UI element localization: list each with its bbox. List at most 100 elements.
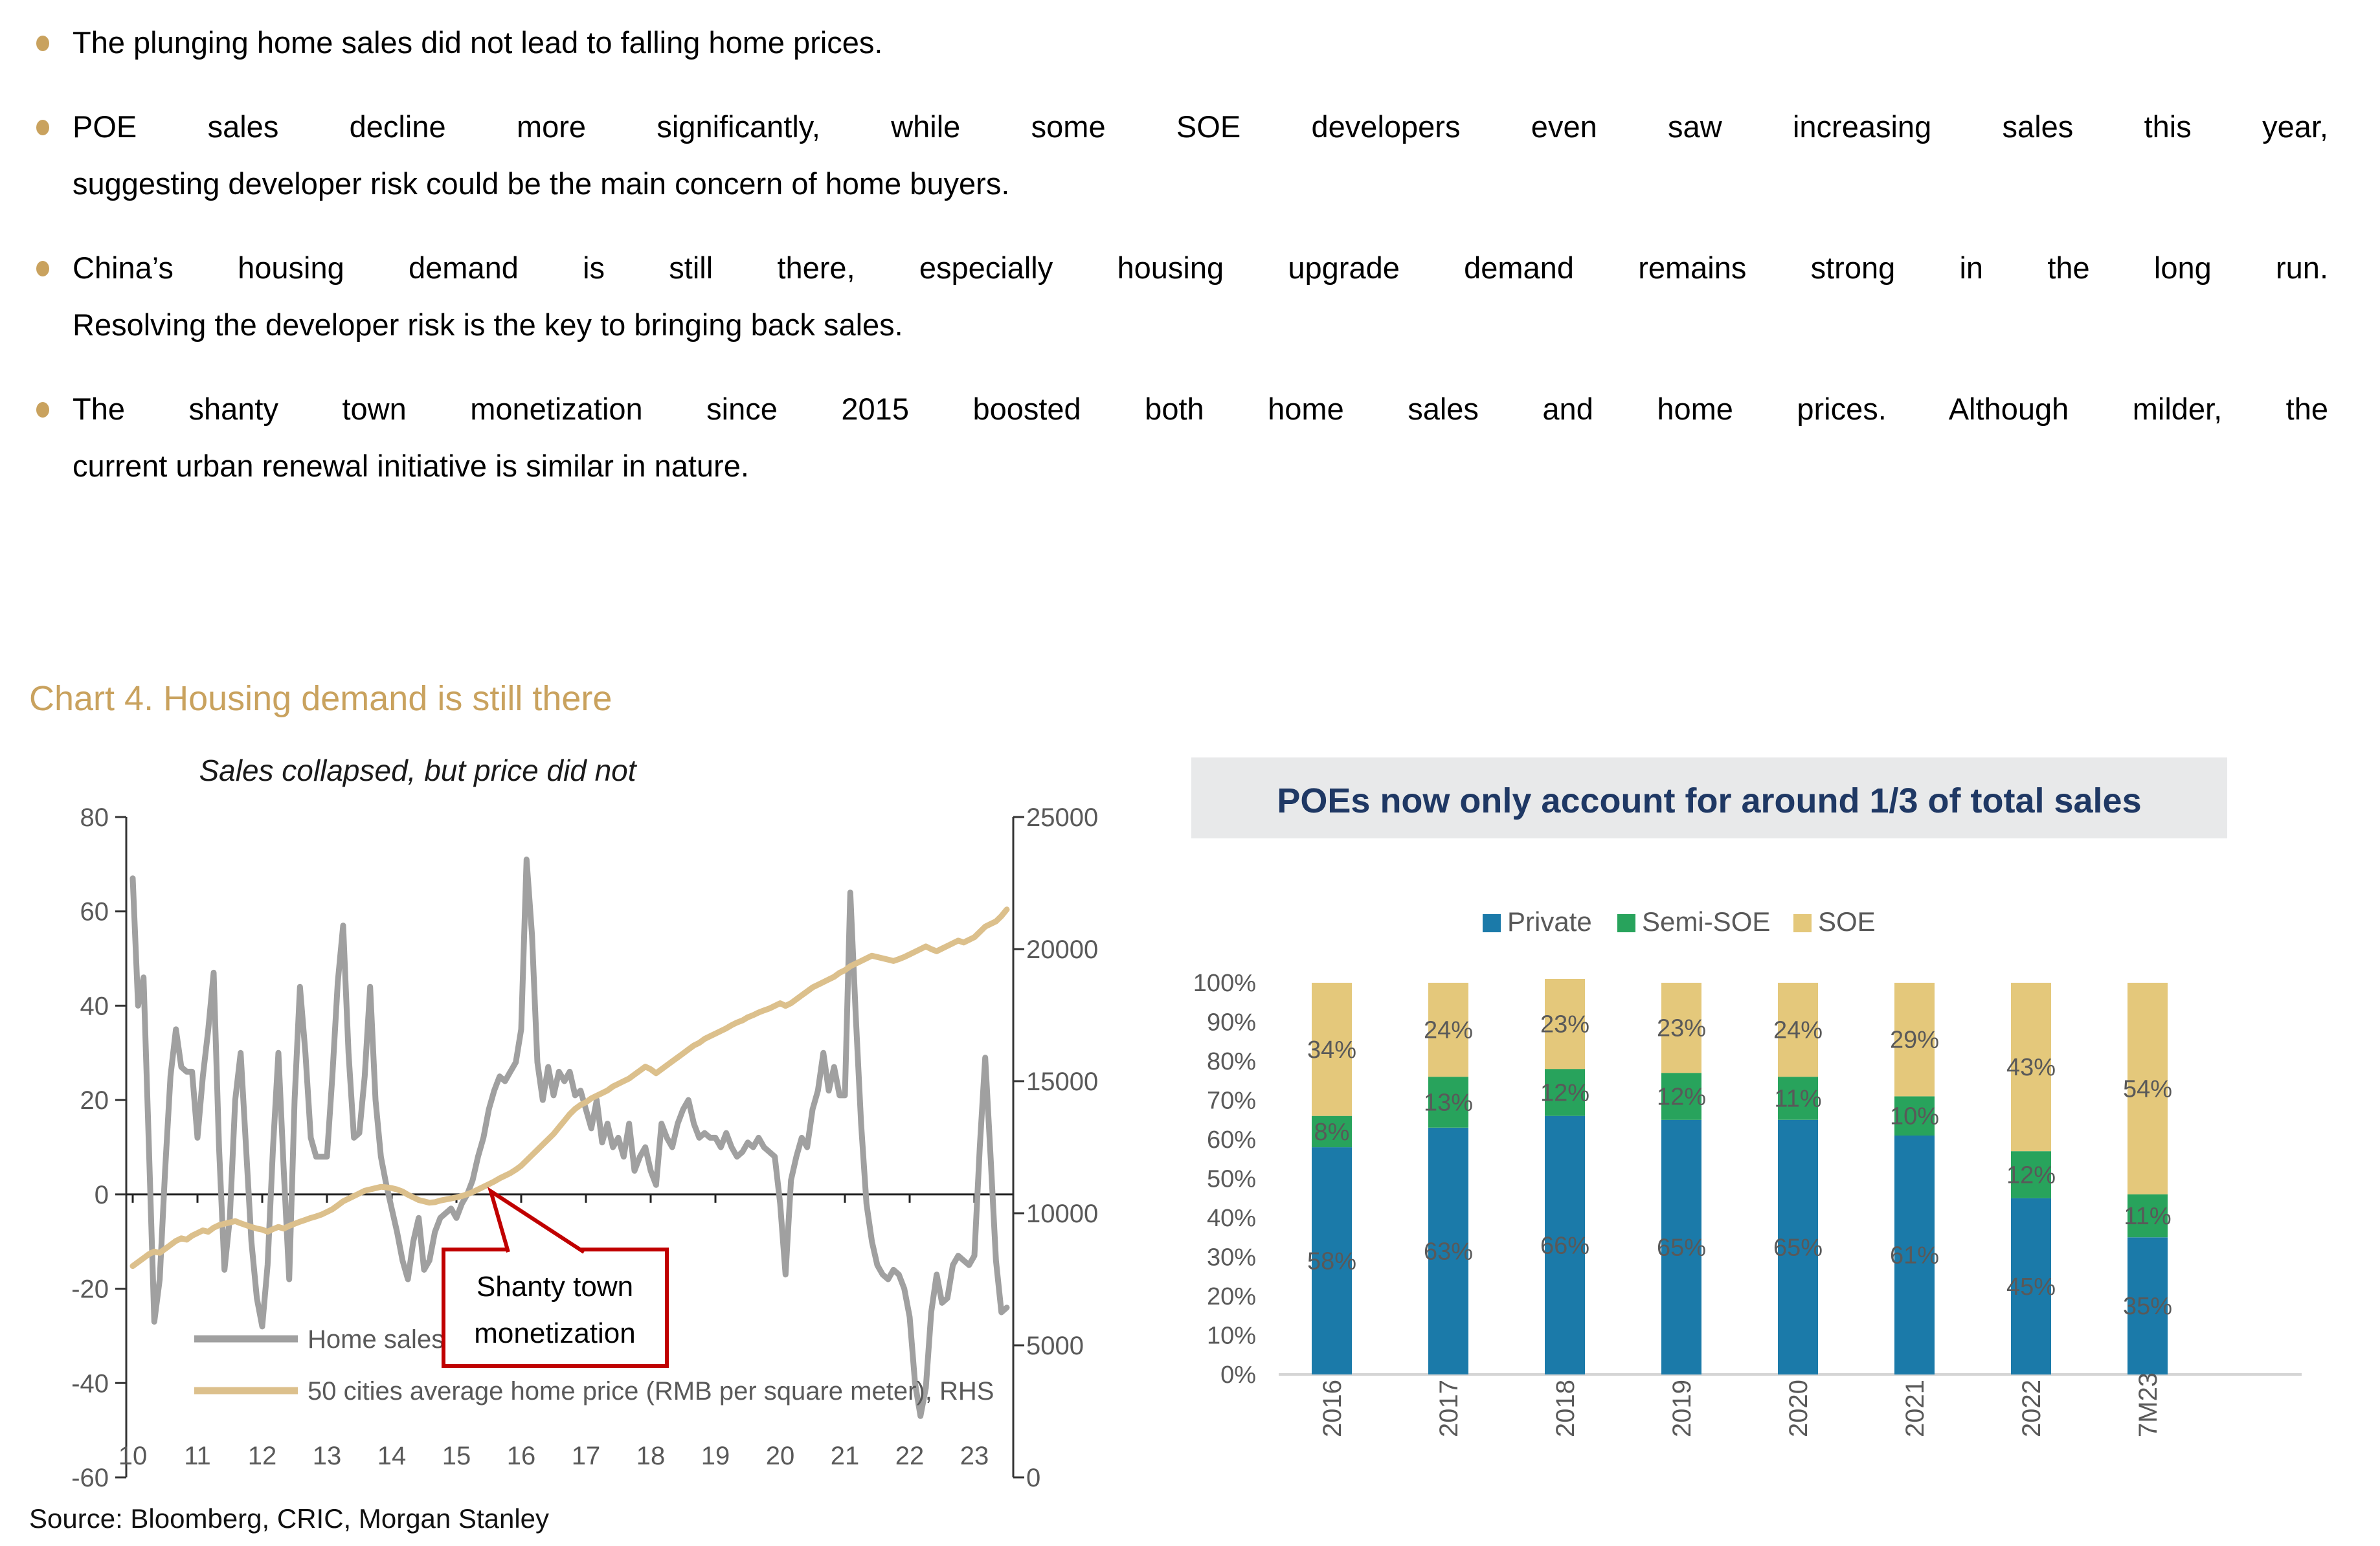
bullet-line: Resolving the developer risk is the key … [73,308,903,342]
bar-y-axis-label: 10% [1207,1323,1256,1350]
bar-data-label: 8% [1314,1119,1350,1146]
left-axis-tick-label: -20 [71,1275,109,1304]
bar-data-label: 23% [1657,1015,1706,1042]
x-axis-tick-label: 13 [313,1442,342,1470]
bar-x-axis-label: 2016 [1318,1380,1347,1437]
bullet-item: The plunging home sales did not lead to … [26,14,2328,71]
source-note: Source: Bloomberg, CRIC, Morgan Stanley [29,1503,550,1534]
bullet-line: suggesting developer risk could be the m… [73,166,1010,201]
bar-segment-semi-soe-7M23 [2127,1194,2168,1238]
legend-swatch-soe [1793,914,1812,932]
bar-x-axis-label: 2022 [2017,1380,2046,1437]
bar-x-axis-label: 2019 [1668,1380,1696,1437]
bar-data-label: 63% [1424,1238,1473,1265]
bar-y-axis-label: 70% [1207,1088,1256,1115]
right-axis-tick-label: 15000 [1026,1068,1098,1096]
bar-x-axis-label: 7M23 [2134,1372,2162,1437]
right-axis-tick-label: 5000 [1026,1332,1084,1360]
bar-data-label: 24% [1773,1017,1823,1044]
bar-data-label: 12% [1657,1084,1706,1111]
callout-arrow [487,1187,585,1254]
bar-segment-soe-2019 [1661,983,1701,1073]
legend-label-private: Private [1507,906,1592,937]
x-axis-tick-label: 15 [442,1442,471,1470]
bar-y-axis-label: 20% [1207,1283,1256,1310]
bar-chart-svg: POEs now only account for around 1/3 of … [1191,757,2302,1437]
bullet-dot-icon [36,402,49,418]
left-axis-tick-label: -40 [71,1369,109,1398]
x-axis-tick-label: 10 [118,1442,148,1470]
bar-segment-private-2017 [1428,1127,1468,1374]
bullet-item: China’s housing demand is still there, e… [26,240,2328,353]
bar-y-axis-label: 0% [1220,1361,1256,1389]
x-axis-tick-label: 16 [507,1442,536,1470]
bar-data-label: 61% [1890,1242,1939,1270]
bar-y-axis-label: 90% [1207,1009,1256,1036]
x-axis-tick-label: 19 [701,1442,730,1470]
right-axis-tick-label: 10000 [1026,1200,1098,1228]
left-axis-tick-label: 80 [80,803,109,832]
bar-segment-private-2022 [2011,1198,2051,1375]
legend-label-home-price: 50 cities average home price (RMB per sq… [308,1377,994,1406]
bar-data-label: 24% [1424,1017,1473,1044]
bar-data-label: 34% [1307,1036,1356,1064]
right-axis-tick-label: 0 [1026,1464,1040,1492]
bar-data-label: 11% [1774,1086,1821,1113]
bar-segment-semi-soe-2019 [1661,1073,1701,1120]
right-axis-tick-label: 20000 [1026,935,1098,964]
left-chart-subtitle: Sales collapsed, but price did not [199,754,637,787]
bar-segment-soe-2017 [1428,983,1468,1077]
bar-data-label: 23% [1540,1011,1589,1038]
x-axis-tick-label: 18 [636,1442,666,1470]
bar-segment-soe-7M23 [2127,983,2168,1194]
bar-data-label: 12% [2006,1162,2056,1189]
bar-segment-soe-2021 [1894,983,1935,1097]
bar-data-label: 29% [1890,1027,1939,1054]
bar-data-label: 11% [2124,1203,2171,1230]
left-axis-tick-label: 40 [80,992,109,1020]
bar-data-label: 65% [1773,1234,1823,1261]
bar-chart-title: POEs now only account for around 1/3 of … [1277,781,2141,820]
callout-text-line1: Shanty town [477,1271,633,1303]
legend-swatch-private [1483,914,1501,932]
bar-chart-title-banner [1191,757,2227,838]
x-axis-tick-label: 23 [960,1442,989,1470]
bar-segment-semi-soe-2021 [1894,1096,1935,1136]
callout-text-line2: monetization [474,1317,635,1349]
bar-data-label: 54% [2123,1075,2172,1103]
left-axis-tick-label: -60 [71,1464,109,1492]
bullet-line: The plunging home sales did not lead to … [73,25,883,60]
bar-data-label: 43% [2006,1054,2056,1081]
left-axis-tick-label: 60 [80,898,109,926]
bullet-line: current urban renewal initiative is simi… [73,449,749,483]
x-axis-tick-label: 20 [766,1442,795,1470]
bar-data-label: 65% [1657,1234,1706,1261]
bar-y-axis-label: 50% [1207,1166,1256,1193]
line-chart-home-sales-vs-price: Sales collapsed, but price did not 80 60 40… [26,738,1152,1515]
bar-x-axis-label: 2021 [1901,1380,1929,1437]
home-price-line [129,906,1010,1270]
bar-x-axis-label: 2020 [1784,1380,1813,1437]
x-axis-tick-label: 12 [248,1442,277,1470]
bar-data-label: 45% [2006,1273,2056,1301]
bar-data-label: 35% [2123,1293,2172,1320]
bar-segment-private-2016 [1312,1147,1352,1374]
section-title: Chart 4. Housing demand is still there [29,679,612,718]
bar-segment-private-7M23 [2127,1237,2168,1375]
bar-data-label: 10% [1890,1103,1939,1130]
legend-label-semi-soe: Semi-SOE [1642,906,1770,937]
bar-data-label: 58% [1307,1248,1356,1275]
bar-segment-soe-2020 [1778,983,1818,1077]
bar-segment-semi-soe-2018 [1545,1069,1585,1116]
bar-segment-semi-soe-2020 [1778,1077,1818,1120]
bullet-list: The plunging home sales did not lead to … [26,14,2328,522]
bar-segment-private-2019 [1661,1119,1701,1375]
bar-x-axis-label: 2017 [1435,1380,1463,1437]
bullet-item: POE sales decline more significantly, wh… [26,98,2328,212]
bar-segment-semi-soe-2017 [1428,1077,1468,1128]
bar-y-axis-label: 40% [1207,1205,1256,1232]
bar-y-axis-label: 60% [1207,1126,1256,1154]
bar-data-label: 66% [1540,1232,1589,1259]
home-sales-line [129,857,1010,1419]
bar-segment-private-2021 [1894,1136,1935,1375]
